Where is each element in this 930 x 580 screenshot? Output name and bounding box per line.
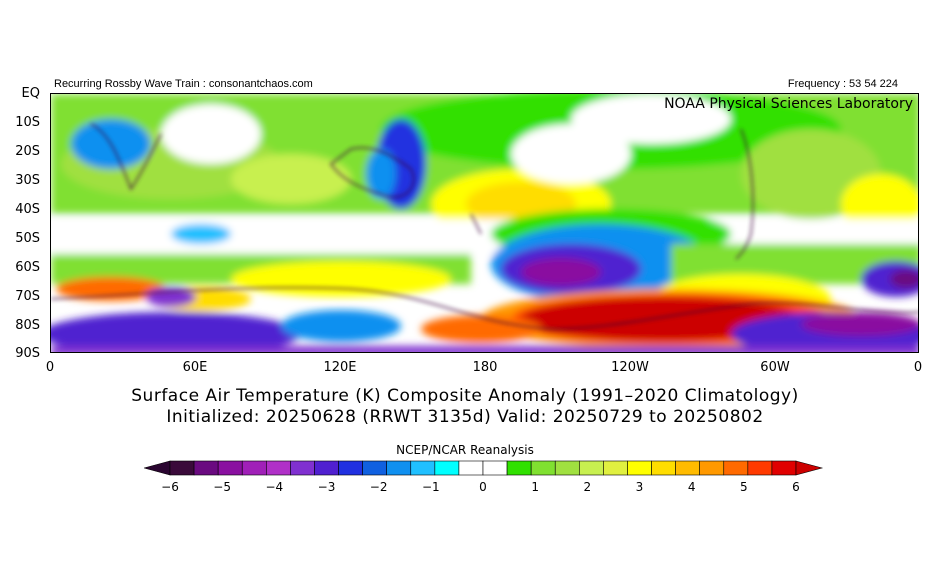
colorbar-cell — [410, 460, 436, 476]
colorbar-cell — [217, 460, 243, 476]
colorbar-cell — [747, 460, 773, 476]
title-line-2: Initialized: 20250628 (RRWT 3135d) Valid… — [166, 407, 764, 427]
colorbar-cell — [266, 460, 291, 476]
colorbar-cell — [651, 460, 676, 476]
lon-label: 60E — [182, 360, 208, 375]
colorbar-cell — [241, 460, 267, 476]
colorbar-cell — [554, 460, 580, 476]
colorbar-cell — [530, 460, 556, 476]
colorbar-label: −1 — [421, 480, 440, 494]
colorbar-cell — [723, 460, 749, 476]
colorbar-cell — [771, 460, 797, 476]
colorbar-cell — [699, 460, 725, 476]
colorbar-label: −6 — [161, 480, 179, 494]
colorbar-under-arrow — [144, 460, 171, 476]
colorbar-cell — [627, 460, 652, 476]
data-source-credit: NCEP/NCAR Reanalysis — [396, 443, 534, 457]
colorbar-label: −4 — [265, 480, 284, 494]
colorbar-label: 0 — [479, 480, 487, 494]
lon-label: 120E — [323, 360, 357, 375]
lat-label: 50S — [15, 231, 40, 246]
colorbar-cell — [338, 460, 363, 476]
colorbar-cell — [458, 460, 484, 476]
lat-label: 80S — [15, 318, 40, 333]
colorbar-label: 3 — [635, 480, 644, 494]
lon-label: 60W — [760, 360, 790, 375]
lon-label: 120W — [611, 360, 649, 375]
lat-label: 30S — [15, 173, 40, 188]
colorbar-label: −3 — [317, 480, 336, 494]
lat-label: 40S — [15, 202, 40, 217]
lab-name: NOAA Physical Sciences Laboratory — [664, 96, 913, 112]
lat-label: 20S — [15, 144, 40, 159]
lat-label: 10S — [15, 115, 40, 130]
anomaly-field — [51, 94, 918, 352]
colorbar-label: 5 — [740, 480, 748, 494]
colorbar-cell — [482, 460, 508, 476]
colorbar-over-arrow — [795, 460, 824, 476]
lat-label: 60S — [15, 260, 40, 275]
colorbar-label: 6 — [792, 480, 800, 494]
colorbar-cell — [603, 460, 628, 476]
colorbar — [144, 460, 824, 476]
colorbar-cell — [434, 460, 460, 476]
anomaly-map: NOAA Physical Sciences Laboratory — [50, 93, 919, 353]
colorbar-cell — [314, 460, 339, 476]
lon-label: 180 — [472, 360, 498, 375]
lon-label: 0 — [913, 360, 923, 375]
lat-label: EQ — [21, 86, 40, 101]
lon-label: 0 — [45, 360, 55, 375]
lat-label: 70S — [15, 289, 40, 304]
colorbar-cell — [386, 460, 412, 476]
colorbar-label: 4 — [687, 480, 696, 494]
title-line-1: Surface Air Temperature (K) Composite An… — [131, 386, 799, 406]
header-right-text: Frequency : 53 54 224 — [787, 78, 898, 90]
colorbar-cell — [675, 460, 700, 476]
colorbar-label: −5 — [213, 480, 232, 494]
colorbar-cell — [169, 460, 195, 476]
colorbar-cell — [290, 460, 315, 476]
colorbar-cell — [506, 460, 532, 476]
colorbar-cell — [193, 460, 219, 476]
colorbar-cell — [579, 460, 604, 476]
lat-label: 90S — [15, 346, 40, 361]
header-left-text: Recurring Rossby Wave Train : consonantc… — [54, 78, 313, 90]
colorbar-cell — [362, 460, 387, 476]
colorbar-label: −2 — [369, 480, 388, 494]
colorbar-label: 2 — [583, 480, 592, 494]
colorbar-label: 1 — [531, 480, 539, 494]
